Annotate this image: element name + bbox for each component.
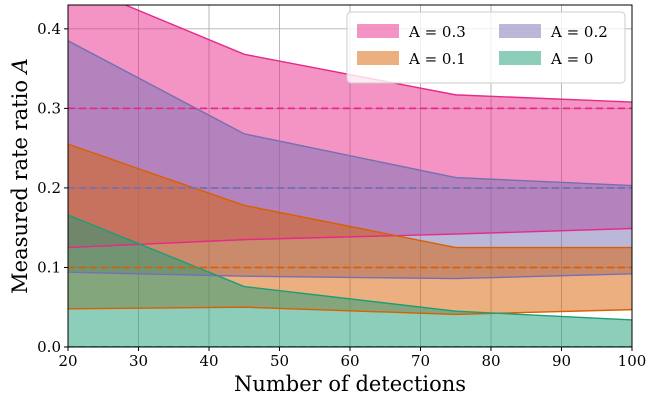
- legend-label: A = 0.1: [408, 50, 466, 68]
- x-tick-label: 30: [129, 352, 148, 370]
- legend-label: A = 0: [550, 50, 593, 68]
- legend: A = 0.3 A = 0.1 A = 0.2 A = 0: [346, 11, 626, 84]
- x-tick-label: 40: [199, 352, 218, 370]
- lower-bound-line: [68, 271, 632, 280]
- x-tick-label: 80: [481, 352, 500, 370]
- x-axis-title: Number of detections: [234, 372, 466, 396]
- x-tick-label: 90: [552, 352, 571, 370]
- true-value-lines: [68, 107, 632, 347]
- y-tick-label: 0.0: [37, 338, 61, 356]
- y-tick-label: 0.2: [37, 179, 61, 197]
- upper-bound-line: [68, 40, 632, 187]
- y-axis-title: Measured rate ratio A: [8, 58, 32, 294]
- y-tick-label: 0.3: [37, 99, 61, 117]
- legend-swatch: [357, 51, 399, 65]
- upper-bound-line: [68, 143, 632, 249]
- x-tick-label: 100: [618, 352, 647, 370]
- y-tick-label: 0.4: [37, 20, 61, 38]
- legend-swatch: [499, 24, 541, 38]
- legend-box: [346, 11, 626, 84]
- x-tick-label: 70: [411, 352, 430, 370]
- axis-ticks: 20 30 40 50 60 70 80 90 100 0.0 0.1 0.2 0.3 0.4: [37, 20, 646, 370]
- y-tick-label: 0.1: [37, 258, 61, 276]
- x-tick-label: 20: [58, 352, 77, 370]
- x-tick-label: 50: [270, 352, 289, 370]
- lower-bound-line: [68, 306, 632, 316]
- legend-swatch: [499, 51, 541, 65]
- lower-bound-line: [68, 227, 632, 249]
- legend-label: A = 0.3: [408, 23, 466, 41]
- x-tick-label: 60: [340, 352, 359, 370]
- upper-bound-line: [68, 214, 632, 321]
- legend-swatch: [357, 24, 399, 38]
- legend-label: A = 0.2: [550, 23, 608, 41]
- band-boundary-lines: [68, 5, 632, 347]
